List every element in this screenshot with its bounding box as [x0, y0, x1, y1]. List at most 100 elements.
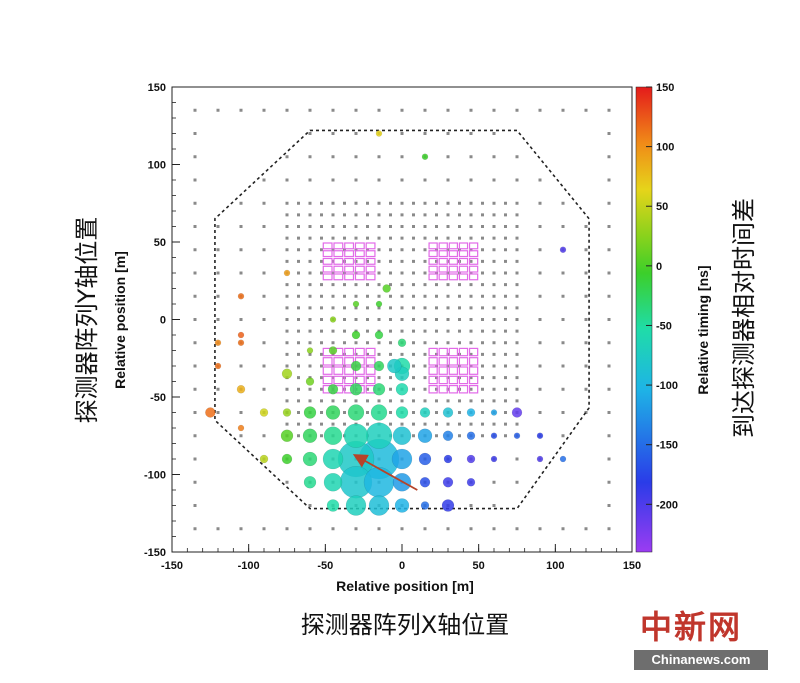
y-tick-label: -50: [150, 392, 166, 404]
grid-detector: [458, 225, 461, 228]
grid-detector: [262, 225, 266, 228]
grid-detector: [504, 236, 507, 240]
grid-detector: [584, 341, 588, 345]
grid-detector: [193, 178, 197, 182]
grid-detector: [412, 236, 415, 240]
grid-detector: [584, 387, 588, 391]
grid-detector: [607, 155, 611, 159]
grid-detector: [239, 108, 243, 112]
grid-detector: [285, 480, 289, 484]
grid-detector: [538, 225, 542, 228]
grid-detector: [469, 318, 473, 321]
grid-detector: [331, 283, 335, 287]
grid-detector: [297, 352, 300, 356]
grid-detector: [446, 178, 450, 182]
grid-detector: [285, 341, 289, 345]
muon-detector-cell: [428, 366, 438, 375]
grid-detector: [400, 155, 404, 159]
grid-detector: [366, 213, 369, 217]
muon-detector-cell: [468, 357, 479, 366]
grid-detector: [285, 352, 289, 356]
grid-detector: [446, 329, 450, 333]
grid-detector: [400, 213, 404, 217]
grid-detector: [446, 352, 450, 356]
grid-detector: [262, 527, 266, 531]
muon-detector-cell: [354, 257, 365, 265]
grid-detector: [193, 155, 197, 159]
grid-detector: [435, 283, 438, 287]
grid-detector: [285, 364, 289, 368]
grid-detector: [308, 504, 312, 507]
grid-detector: [377, 527, 381, 531]
grid-detector: [389, 411, 392, 414]
grid-detector: [492, 527, 496, 531]
grid-detector: [607, 178, 611, 182]
muon-detector-cell: [458, 347, 469, 357]
grid-detector: [366, 399, 369, 403]
grid-detector: [343, 236, 346, 240]
muon-detector-cell: [354, 273, 365, 281]
hit-detector: [325, 405, 341, 420]
hit-detector: [345, 495, 367, 516]
grid-detector: [492, 306, 496, 310]
grid-detector: [320, 364, 323, 368]
grid-detector: [308, 201, 312, 205]
hit-detector: [368, 495, 390, 516]
grid-detector: [297, 213, 300, 217]
muon-detector-block: [322, 242, 376, 281]
grid-detector: [435, 294, 438, 298]
grid-detector: [412, 225, 415, 228]
grid-detector: [285, 178, 289, 182]
grid-detector: [354, 132, 358, 135]
colorbar-tick-label: -100: [656, 380, 678, 392]
grid-detector: [239, 271, 243, 275]
hit-detector: [466, 454, 476, 464]
muon-detector-cell: [438, 347, 448, 357]
grid-detector: [320, 271, 323, 275]
grid-detector: [607, 411, 611, 414]
muon-detector-cell: [322, 250, 333, 258]
grid-detector: [492, 236, 496, 240]
grid-detector: [607, 108, 611, 112]
hit-detector: [302, 451, 318, 467]
hit-detector: [397, 338, 407, 347]
x-tick-label: 150: [623, 560, 641, 572]
grid-detector: [320, 329, 323, 333]
grid-detector: [193, 434, 197, 438]
grid-detector: [297, 259, 300, 263]
muon-detector-cell: [365, 257, 376, 265]
muon-detector-cell: [448, 385, 459, 394]
grid-detector: [377, 259, 381, 263]
hit-detector: [391, 448, 413, 470]
grid-detector: [446, 318, 450, 321]
muon-detector-cell: [333, 357, 344, 366]
muon-detector-cell: [428, 265, 438, 273]
grid-detector: [193, 527, 197, 531]
grid-detector: [435, 329, 438, 333]
grid-detector: [423, 294, 427, 298]
hit-detector: [442, 407, 454, 418]
grid-detector: [285, 213, 289, 217]
hit-detector: [419, 407, 431, 418]
grid-detector: [297, 283, 300, 287]
hit-detector: [442, 477, 454, 488]
grid-detector: [423, 527, 427, 531]
grid-detector: [481, 399, 484, 403]
muon-detector-cell: [322, 375, 333, 385]
grid-detector: [584, 225, 588, 228]
grid-detector: [343, 411, 346, 414]
grid-detector: [481, 225, 484, 228]
muon-detector-cell: [333, 265, 344, 273]
grid-detector: [538, 527, 542, 531]
grid-detector: [504, 411, 507, 414]
hit-detector: [421, 153, 429, 160]
grid-detector: [469, 236, 473, 240]
grid-detector: [504, 225, 507, 228]
grid-detector: [607, 387, 611, 391]
grid-detector: [446, 399, 450, 403]
grid-detector: [561, 341, 565, 345]
muon-detector-cell: [322, 366, 333, 375]
muon-detector-cell: [468, 375, 479, 385]
grid-detector: [389, 376, 392, 380]
grid-detector: [320, 434, 323, 438]
